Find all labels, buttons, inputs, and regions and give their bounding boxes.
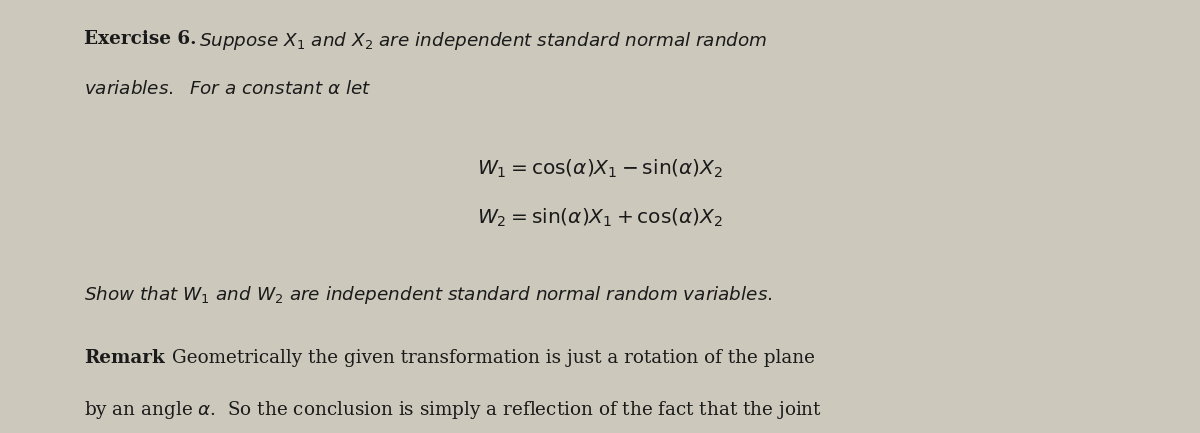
Text: $W_2 = \sin(\alpha)X_1 + \cos(\alpha)X_2$: $W_2 = \sin(\alpha)X_1 + \cos(\alpha)X_2… xyxy=(476,207,724,229)
Text: $\mathit{Show\ that\ }$$W_1$$\mathit{\ and\ }$$W_2$$\mathit{\ are\ independent\ : $\mathit{Show\ that\ }$$W_1$$\mathit{\ a… xyxy=(84,284,773,306)
Text: by an angle $\alpha$.  So the conclusion is simply a reflection of the fact that: by an angle $\alpha$. So the conclusion … xyxy=(84,399,822,421)
Text: Remark: Remark xyxy=(84,349,164,367)
Text: $\mathit{variables.\ \ For\ a\ constant\ }\alpha\mathit{\ let}$: $\mathit{variables.\ \ For\ a\ constant\… xyxy=(84,80,372,98)
Text: $W_1 = \cos(\alpha)X_1 - \sin(\alpha)X_2$: $W_1 = \cos(\alpha)X_1 - \sin(\alpha)X_2… xyxy=(476,157,724,180)
Text: Geometrically the given transformation is just a rotation of the plane: Geometrically the given transformation i… xyxy=(172,349,815,367)
Text: Exercise 6.: Exercise 6. xyxy=(84,30,197,48)
Text: $\mathit{Suppose\ }$$X_1$$\mathit{\ and\ }$$X_2$$\mathit{\ are\ independent\ sta: $\mathit{Suppose\ }$$X_1$$\mathit{\ and\… xyxy=(199,30,768,52)
